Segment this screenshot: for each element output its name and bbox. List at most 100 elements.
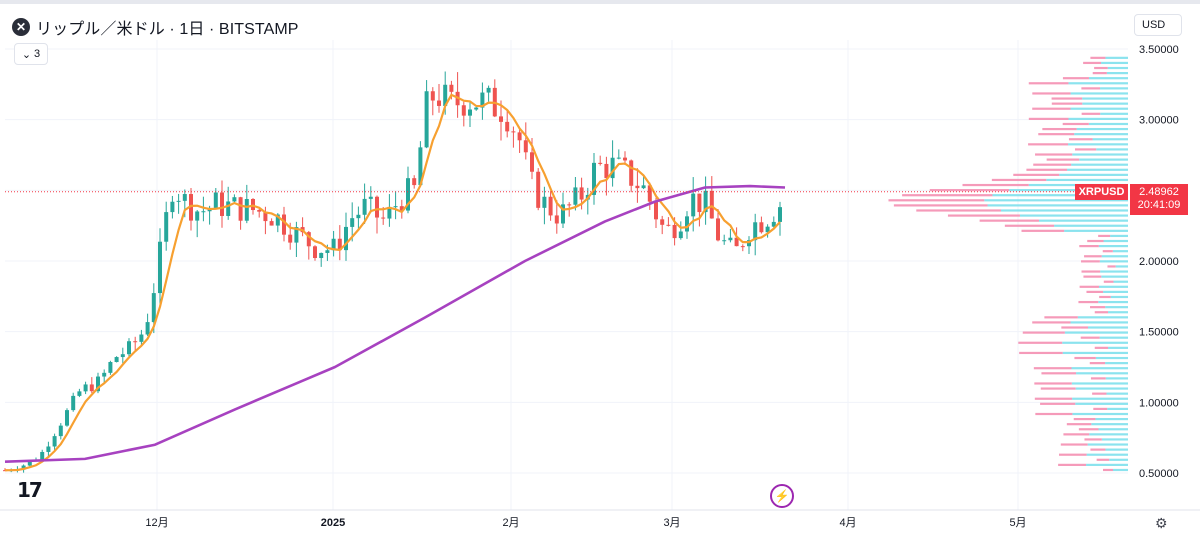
volume-profile-up-bar	[1071, 382, 1128, 385]
volume-profile-down-bar	[1074, 356, 1096, 360]
volume-profile-up-bar	[1110, 234, 1128, 238]
volume-profile-down-bar	[1035, 153, 1073, 156]
y-tick-label: 2.00000	[1139, 256, 1179, 268]
candle-body	[220, 192, 224, 216]
lightning-icon[interactable]: ⚡	[770, 484, 794, 508]
candle-body	[511, 131, 516, 133]
candle-body	[610, 157, 615, 179]
volume-profile-down-bar	[1086, 290, 1104, 293]
volume-profile-up-bar	[1091, 423, 1128, 426]
candle-body	[709, 190, 714, 219]
y-tick-label: 3.00000	[1139, 115, 1179, 127]
candle-body	[685, 216, 689, 232]
candle-body	[666, 224, 671, 226]
volume-profile-down-bar	[1062, 122, 1089, 126]
volume-profile-up-bar	[1098, 428, 1128, 431]
volume-profile-down-bar	[1051, 102, 1083, 105]
candle-body	[523, 140, 528, 153]
candle-body	[759, 222, 764, 233]
volume-profile-down-bar	[1063, 433, 1090, 436]
candle-body	[102, 372, 107, 377]
candle-body	[195, 211, 200, 221]
candle-body	[232, 197, 237, 202]
volume-profile-down-bar	[1032, 321, 1071, 324]
volume-profile-up-bar	[1072, 397, 1128, 400]
volume-profile-up-bar	[1107, 407, 1128, 411]
volume-profile-up-bar	[1071, 367, 1128, 370]
candle-body	[313, 246, 317, 259]
volume-profile-down-bar	[1090, 306, 1106, 309]
volume-profile-down-bar	[1062, 77, 1089, 80]
indicator-toggle-button[interactable]: ⌄ 3	[14, 43, 48, 65]
candle-body	[294, 227, 299, 243]
volume-profile-down-bar	[888, 199, 985, 202]
tradingview-logo[interactable]: 17	[17, 478, 43, 502]
volume-profile-down-bar	[1022, 331, 1065, 334]
volume-profile-down-bar	[1035, 412, 1073, 416]
candle-body	[3, 470, 7, 472]
volume-profile-up-bar	[1098, 285, 1128, 288]
candle-body	[325, 250, 330, 253]
x-tick-label: 4月	[839, 517, 856, 529]
y-tick-label: 1.00000	[1139, 397, 1179, 409]
volume-profile-down-bar	[991, 178, 1047, 182]
volume-profile-up-bar	[1071, 163, 1128, 166]
volume-profile-down-bar	[1033, 367, 1072, 370]
volume-profile-up-bar	[1095, 417, 1128, 421]
candle-body	[375, 196, 379, 218]
volume-profile-down-bar	[929, 189, 1010, 192]
indicator-count: 3	[34, 48, 41, 60]
volume-profile-up-bar	[1068, 143, 1128, 146]
volume-profile-up-bar	[1079, 158, 1128, 161]
settings-gear-icon[interactable]: ⚙	[1155, 515, 1168, 531]
volume-profile-up-bar	[1064, 331, 1128, 334]
volume-profile-down-bar	[1094, 346, 1109, 349]
candle-body	[127, 341, 131, 355]
candle-body	[616, 157, 621, 159]
volume-profile-down-bar	[947, 214, 1020, 217]
volume-profile-up-bar	[1106, 392, 1128, 395]
chart-title[interactable]: リップル／米ドル · 1日 · BITSTAMP	[36, 21, 299, 38]
currency-select[interactable]: USD	[1134, 14, 1182, 36]
volume-profile-up-bar	[1109, 458, 1128, 461]
volume-profile-up-bar	[1092, 138, 1128, 141]
volume-profile-up-bar	[1095, 356, 1128, 360]
candle-body	[170, 201, 175, 213]
volume-profile-down-bar	[1094, 66, 1108, 70]
candle-body	[573, 187, 578, 205]
x-tick-label: 5月	[1009, 517, 1026, 529]
volume-profile-down-bar	[1068, 138, 1093, 141]
volume-profile-up-bar	[1054, 224, 1128, 227]
candle-body	[65, 410, 69, 426]
volume-profile-down-bar	[1059, 453, 1087, 456]
candle-body	[753, 222, 758, 241]
candle-body	[27, 460, 32, 466]
volume-profile-down-bar	[1042, 127, 1077, 131]
volume-profile-down-bar	[1083, 61, 1102, 65]
volume-profile-up-bar	[1101, 438, 1128, 441]
candle-body	[641, 185, 646, 189]
volume-profile-down-bar	[1058, 463, 1087, 466]
volume-profile-down-bar	[1038, 133, 1075, 136]
volume-profile-up-bar	[987, 204, 1128, 207]
volume-profile-down-bar	[1093, 407, 1108, 411]
volume-profile-up-bar	[992, 194, 1128, 197]
volume-profile-up-bar	[1107, 66, 1128, 70]
candle-body	[77, 391, 82, 396]
volume-profile-up-bar	[1110, 295, 1128, 299]
volume-profile-up-bar	[1000, 209, 1128, 212]
volume-profile-up-bar	[1082, 102, 1128, 105]
candle-body	[213, 192, 218, 208]
candle-body	[722, 240, 727, 242]
volume-profile-down-bar	[1028, 82, 1069, 85]
last-price-tag: 2.48962 20:41:09	[1130, 184, 1188, 215]
candle-body	[437, 100, 441, 106]
volume-profile-down-bar	[1021, 229, 1065, 232]
volume-profile-up-bar	[1087, 443, 1128, 446]
candle-body	[96, 376, 100, 392]
volume-profile-up-bar	[1088, 77, 1128, 80]
volume-profile-up-bar	[1099, 260, 1128, 263]
volume-profile-up-bar	[1074, 133, 1128, 136]
